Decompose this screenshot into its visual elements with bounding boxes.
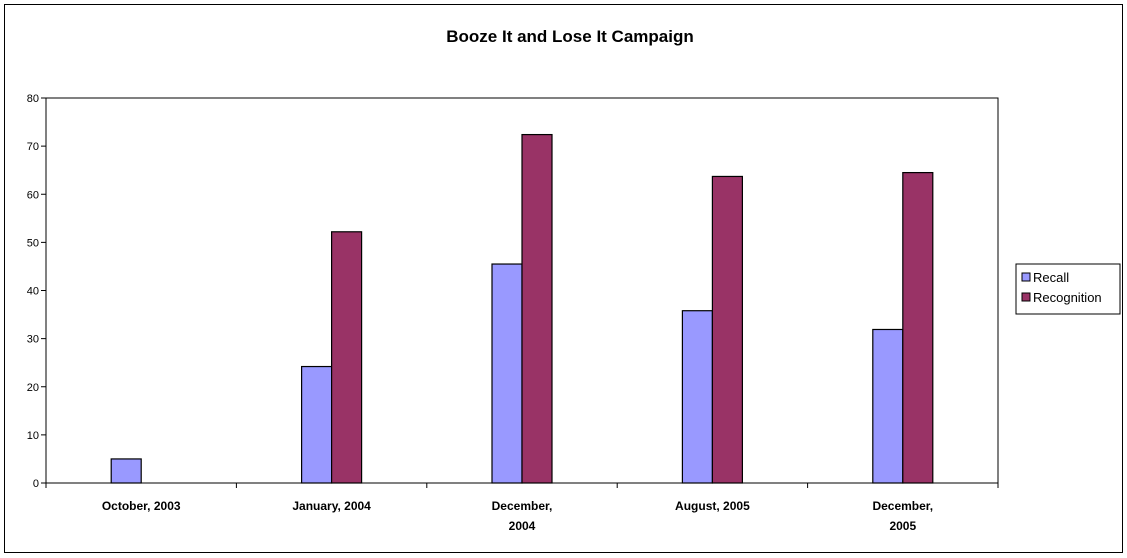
bar-recall xyxy=(872,328,904,484)
chart-title: Booze It and Lose It Campaign xyxy=(446,27,693,46)
bar-recall xyxy=(110,458,142,484)
bar-recognition xyxy=(711,175,744,484)
bar-recall xyxy=(301,365,333,484)
x-tick-label: December, 2005 xyxy=(872,499,933,533)
legend-swatch-recognition xyxy=(1021,292,1031,302)
y-tick-label: 60 xyxy=(27,189,39,201)
y-tick-label: 50 xyxy=(27,237,39,249)
bar-recognition xyxy=(902,171,934,484)
legend-label-recall: Recall xyxy=(1033,270,1069,285)
y-tick-label: 40 xyxy=(27,286,39,298)
x-tick-label: October, 2003 xyxy=(102,499,181,513)
bar-recognition xyxy=(331,231,363,484)
y-tick-label: 70 xyxy=(27,141,39,153)
y-tick-label: 10 xyxy=(27,430,39,442)
bar-recall xyxy=(681,310,714,484)
chart-frame xyxy=(4,4,1123,553)
legend-swatch-recall xyxy=(1021,272,1031,282)
y-tick-label: 30 xyxy=(27,334,39,346)
y-tick-label: 20 xyxy=(27,382,39,394)
bar-recall xyxy=(491,263,523,484)
legend xyxy=(1015,263,1121,315)
x-tick-label: August, 2005 xyxy=(675,499,750,513)
legend-label-recognition: Recognition xyxy=(1033,290,1102,305)
x-tick-label: December, 2004 xyxy=(492,499,553,533)
y-tick-label: 0 xyxy=(33,478,39,490)
bar-recognition xyxy=(521,133,553,484)
x-tick-label: January, 2004 xyxy=(292,499,371,513)
y-tick-label: 80 xyxy=(27,93,39,105)
